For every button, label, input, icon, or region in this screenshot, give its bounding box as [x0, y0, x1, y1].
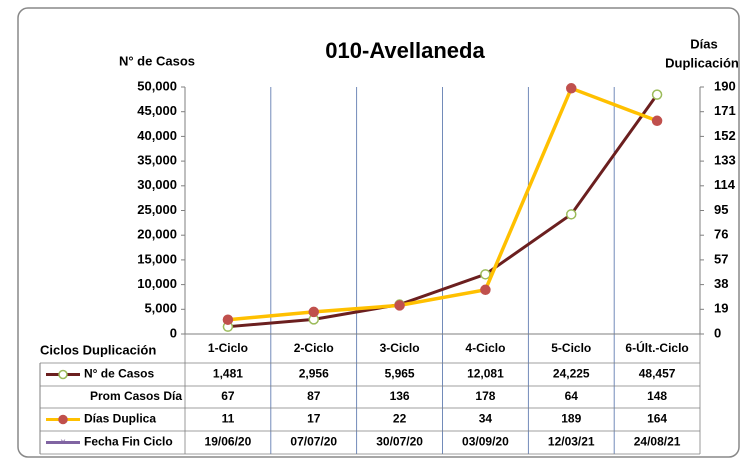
x-tick-label: 5-Ciclo [551, 341, 591, 355]
y-tick-label: 20,000 [137, 227, 177, 242]
legend-marker [58, 414, 68, 425]
series-marker [308, 306, 319, 318]
y-axis-title: N° de Casos [119, 53, 195, 68]
x-tick-label: 2-Ciclo [294, 341, 334, 355]
y2-tick-label: 0 [714, 325, 721, 340]
y2-tick-label: 190 [714, 78, 736, 93]
y2-tick-label: 133 [714, 153, 736, 168]
table-cell: 67 [221, 389, 235, 403]
x-tick-label: 3-Ciclo [380, 341, 420, 355]
y-tick-label: 25,000 [137, 202, 177, 217]
row-label: Prom Casos Día [90, 389, 182, 403]
series-marker [480, 269, 491, 280]
table-cell: 12/03/21 [548, 435, 595, 449]
series-marker [651, 89, 663, 100]
series-marker [222, 314, 234, 325]
x-tick-label: 1-Ciclo [208, 341, 248, 355]
table-cell: 34 [479, 412, 493, 426]
table-cell: 24,225 [553, 367, 590, 381]
table-header: Ciclos Duplicación [40, 342, 156, 357]
table-cell: 11 [222, 412, 235, 426]
table-cell: 1,481 [213, 367, 243, 381]
y2-tick-label: 171 [714, 103, 736, 118]
y2-tick-label: 95 [714, 202, 728, 217]
y-tick-label: 0 [170, 325, 177, 340]
series-marker [566, 83, 577, 94]
series-line [227, 86, 658, 322]
legend-marker [58, 369, 68, 380]
table-cell: 17 [307, 412, 321, 426]
table-cell: 178 [475, 389, 495, 403]
y2-tick-label: 19 [714, 301, 728, 316]
y-tick-label: 10,000 [137, 276, 177, 291]
table-cell: 136 [390, 389, 410, 403]
series-marker [394, 300, 405, 311]
table-cell: 48,457 [639, 367, 676, 381]
series-marker [566, 209, 577, 220]
table-cell: 19/06/20 [205, 435, 252, 449]
y-tick-label: 45,000 [137, 103, 177, 118]
y-tick-label: 15,000 [137, 251, 177, 266]
table-cell: 2,956 [299, 367, 329, 381]
table-cell: 87 [307, 389, 321, 403]
chart-title: 010-Avellaneda [325, 38, 485, 63]
y2-tick-label: 76 [714, 227, 728, 242]
y2-axis-title: Días [690, 36, 717, 51]
y2-axis-title: Duplicación [665, 55, 739, 70]
table-cell: 5,965 [385, 367, 415, 381]
y2-tick-label: 114 [714, 177, 736, 192]
series-marker [480, 284, 491, 296]
series-line [227, 93, 659, 329]
legend-label: N° de Casos [84, 367, 154, 381]
legend-marker: × [60, 437, 66, 448]
legend-label: Fecha Fin Ciclo [84, 435, 173, 449]
y-tick-label: 50,000 [137, 78, 177, 93]
series-marker [651, 115, 663, 127]
table-cell: 148 [647, 389, 667, 403]
table-cell: 12,081 [467, 367, 504, 381]
table-cell: 64 [565, 389, 579, 403]
y-tick-label: 40,000 [137, 128, 177, 143]
table-cell: 189 [561, 412, 581, 426]
table-cell: 30/07/20 [376, 435, 423, 449]
table-cell: 24/08/21 [634, 435, 681, 449]
x-tick-label: 4-Ciclo [465, 341, 505, 355]
y2-tick-label: 152 [714, 128, 736, 143]
table-cell: 22 [393, 412, 407, 426]
legend-label: Días Duplica [84, 412, 156, 426]
x-tick-label: 6-Últ.-Ciclo [625, 340, 688, 355]
table-cell: 03/09/20 [462, 435, 509, 449]
y-tick-label: 5,000 [144, 301, 177, 316]
table-cell: 07/07/20 [290, 435, 337, 449]
y2-tick-label: 57 [714, 251, 728, 266]
y-tick-label: 30,000 [137, 177, 177, 192]
y-tick-label: 35,000 [137, 153, 177, 168]
table-cell: 164 [647, 412, 667, 426]
y2-tick-label: 38 [714, 276, 728, 291]
